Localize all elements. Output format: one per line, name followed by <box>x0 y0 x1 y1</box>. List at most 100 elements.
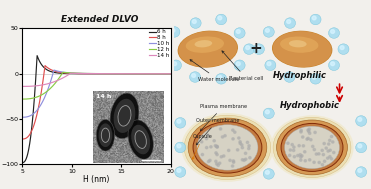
Circle shape <box>248 145 250 147</box>
Circle shape <box>229 159 231 161</box>
Circle shape <box>218 75 222 79</box>
Circle shape <box>265 110 269 114</box>
Circle shape <box>220 156 223 158</box>
12 h <box>119 73 124 75</box>
Circle shape <box>227 149 230 152</box>
Ellipse shape <box>181 113 274 182</box>
Circle shape <box>328 60 339 70</box>
Circle shape <box>312 16 316 20</box>
6 h <box>132 73 137 75</box>
Circle shape <box>263 169 274 179</box>
Ellipse shape <box>128 120 153 159</box>
Circle shape <box>216 145 218 148</box>
6 h <box>59 72 63 74</box>
Ellipse shape <box>273 117 351 178</box>
Circle shape <box>300 159 302 161</box>
Circle shape <box>205 138 208 140</box>
Ellipse shape <box>272 31 332 68</box>
Circle shape <box>161 46 165 50</box>
Circle shape <box>304 160 306 162</box>
Circle shape <box>332 141 334 143</box>
Circle shape <box>308 130 310 132</box>
6 h <box>46 70 51 72</box>
Circle shape <box>265 170 269 174</box>
Circle shape <box>221 136 224 138</box>
10 h <box>108 73 112 75</box>
Circle shape <box>263 27 274 37</box>
Ellipse shape <box>277 120 347 175</box>
Circle shape <box>175 167 186 177</box>
Circle shape <box>243 159 245 161</box>
12 h <box>132 73 137 75</box>
Circle shape <box>328 143 330 145</box>
Circle shape <box>326 157 329 159</box>
Circle shape <box>239 141 241 143</box>
Circle shape <box>331 62 335 66</box>
Circle shape <box>246 141 249 143</box>
Circle shape <box>213 140 215 142</box>
Circle shape <box>207 160 210 163</box>
Circle shape <box>244 152 247 154</box>
Circle shape <box>308 128 311 130</box>
Ellipse shape <box>193 122 262 173</box>
8 h <box>168 73 173 75</box>
10 h <box>119 73 124 75</box>
Circle shape <box>177 144 181 148</box>
Circle shape <box>175 142 186 153</box>
Circle shape <box>175 118 186 128</box>
Circle shape <box>241 144 243 146</box>
6 h <box>35 54 39 57</box>
Text: +: + <box>250 41 262 56</box>
Circle shape <box>159 44 170 54</box>
Circle shape <box>358 118 362 121</box>
Text: Outer membrane: Outer membrane <box>196 118 240 145</box>
Circle shape <box>286 74 290 77</box>
Circle shape <box>177 169 181 172</box>
Circle shape <box>321 149 324 152</box>
Ellipse shape <box>285 126 339 169</box>
Circle shape <box>284 72 295 82</box>
6 h <box>88 73 92 75</box>
Line: 10 h: 10 h <box>22 70 171 117</box>
14 h <box>168 73 173 75</box>
Circle shape <box>214 145 217 147</box>
Circle shape <box>263 108 274 119</box>
6 h <box>108 73 112 75</box>
14 h <box>69 72 73 74</box>
12 h <box>58 75 63 77</box>
Circle shape <box>318 153 320 155</box>
Circle shape <box>322 153 325 156</box>
14 h <box>108 73 112 75</box>
Ellipse shape <box>289 40 306 47</box>
Circle shape <box>216 14 227 25</box>
Ellipse shape <box>131 125 150 154</box>
10 h <box>88 72 92 75</box>
Circle shape <box>329 149 331 151</box>
14 h <box>132 73 137 75</box>
8 h <box>43 64 47 67</box>
Circle shape <box>207 134 209 136</box>
Circle shape <box>299 154 301 156</box>
Circle shape <box>223 155 225 157</box>
Circle shape <box>241 159 244 161</box>
Circle shape <box>216 153 218 156</box>
Circle shape <box>217 164 219 167</box>
Circle shape <box>310 14 321 25</box>
14 h <box>58 78 63 80</box>
Circle shape <box>303 151 306 153</box>
14 h <box>119 73 124 75</box>
14 h <box>88 72 92 75</box>
Circle shape <box>192 20 196 23</box>
Circle shape <box>234 28 245 38</box>
Circle shape <box>318 161 320 164</box>
Circle shape <box>287 20 290 23</box>
12 h <box>46 89 51 91</box>
Circle shape <box>306 138 308 140</box>
Circle shape <box>329 139 331 142</box>
8 h <box>119 73 124 75</box>
Circle shape <box>215 152 217 154</box>
12 h <box>108 73 112 75</box>
Circle shape <box>216 163 218 165</box>
Circle shape <box>234 60 245 70</box>
Circle shape <box>324 160 326 162</box>
